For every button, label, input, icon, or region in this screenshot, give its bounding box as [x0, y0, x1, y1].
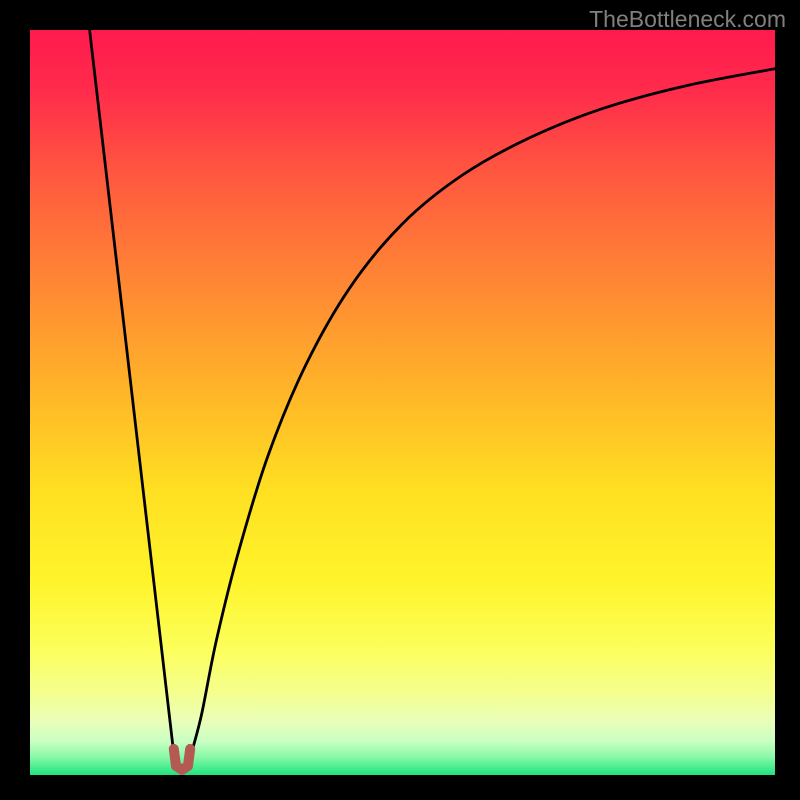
- watermark-text: TheBottleneck.com: [589, 6, 786, 33]
- bottleneck-chart: [30, 30, 775, 775]
- chart-background: [30, 30, 775, 775]
- chart-svg: [30, 30, 775, 775]
